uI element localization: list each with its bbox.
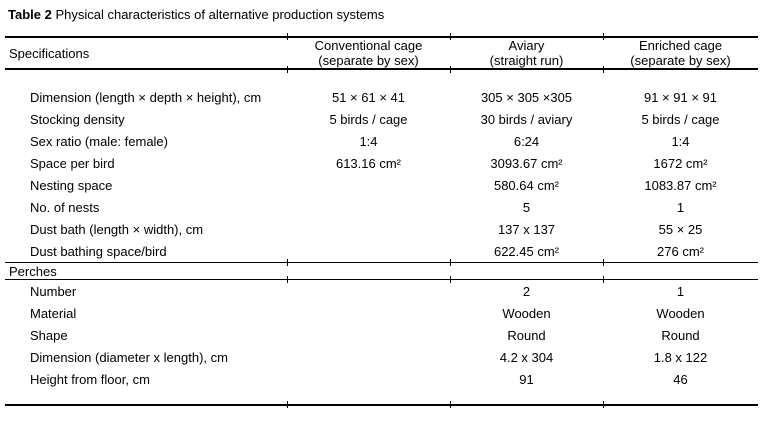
row-label: Dust bath (length × width), cm [30, 221, 204, 237]
row-label: No. of nests [30, 199, 100, 215]
header-conventional-cage: Conventional cage (separate by sex) [287, 38, 450, 68]
table-row: Dust bathing space/bird 622.45 cm² 276 c… [5, 240, 758, 262]
column-boundary-tick [603, 259, 604, 266]
column-boundary-tick [287, 259, 288, 266]
header-aviary: Aviary (straight run) [450, 38, 603, 68]
column-boundary-tick [450, 33, 451, 40]
row-label: Dimension (diameter x length), cm [30, 349, 228, 365]
column-boundary-tick [450, 66, 451, 73]
row-label: Dust bathing space/bird [30, 243, 167, 259]
cell-aviary: 91 [519, 371, 534, 387]
table-caption-text: Physical characteristics of alternative … [51, 7, 385, 22]
cell-aviary: 5 [522, 199, 531, 215]
header-line: Conventional cage [314, 38, 423, 53]
cell-aviary: 137 x 137 [497, 221, 556, 237]
cell-aviary: 580.64 cm² [493, 177, 560, 193]
table-row: Sex ratio (male: female) 1:4 6:24 1:4 [5, 130, 758, 152]
column-boundary-tick [603, 66, 604, 73]
cell-conventional: 5 birds / cage [329, 111, 408, 127]
column-boundary-tick [603, 33, 604, 40]
cell-aviary: 2 [522, 283, 531, 299]
header-enriched-cage: Enriched cage (separate by sex) [603, 38, 758, 68]
column-boundary-tick [287, 276, 288, 283]
section-label: Perches [9, 263, 57, 279]
row-label: Nesting space [30, 177, 113, 193]
cell-enriched: Round [661, 327, 700, 343]
cell-enriched: 46 [673, 371, 688, 387]
column-boundary-tick [287, 401, 288, 408]
cell-enriched: 91 × 91 × 91 [643, 89, 717, 105]
table-caption: Table 2 Physical characteristics of alte… [8, 7, 384, 22]
row-label: Stocking density [30, 111, 125, 127]
cell-aviary: 4.2 x 304 [499, 349, 554, 365]
cell-enriched: 55 × 25 [658, 221, 703, 237]
table-row: Space per bird 613.16 cm² 3093.67 cm² 16… [5, 152, 758, 174]
table-header-row: Specifications Conventional cage (separa… [5, 36, 758, 70]
cell-aviary: 30 birds / aviary [480, 111, 573, 127]
table-row: Height from floor, cm 91 46 [5, 368, 758, 390]
column-boundary-tick [287, 66, 288, 73]
table-row: Stocking density 5 birds / cage 30 birds… [5, 108, 758, 130]
header-line: (separate by sex) [630, 53, 731, 68]
cell-enriched: Wooden [656, 305, 705, 321]
table-row: Shape Round Round [5, 324, 758, 346]
table-caption-number: Table 2 [8, 7, 52, 22]
row-label: Number [30, 283, 77, 299]
section-row-perches: Perches [5, 262, 758, 280]
table-row: Nesting space 580.64 cm² 1083.87 cm² [5, 174, 758, 196]
cell-enriched: 1 [676, 283, 685, 299]
cell-enriched: 5 birds / cage [641, 111, 720, 127]
column-boundary-tick [450, 276, 451, 283]
cell-enriched: 1 [676, 199, 685, 215]
row-label: Material [30, 305, 77, 321]
header-line: (straight run) [489, 53, 564, 68]
table-row: Dust bath (length × width), cm 137 x 137… [5, 218, 758, 240]
header-specifications: Specifications [9, 45, 90, 61]
cell-aviary: 6:24 [513, 133, 540, 149]
header-line: (separate by sex) [318, 53, 419, 68]
row-label: Sex ratio (male: female) [30, 133, 168, 149]
cell-aviary: Wooden [502, 305, 551, 321]
cell-enriched: 1.8 x 122 [653, 349, 708, 365]
table-row: Dimension (diameter x length), cm 4.2 x … [5, 346, 758, 368]
header-line: Enriched cage [638, 38, 723, 53]
row-label: Dimension (length × depth × height), cm [30, 89, 262, 105]
row-label: Space per bird [30, 155, 115, 171]
data-table: Specifications Conventional cage (separa… [5, 36, 758, 406]
cell-enriched: 276 cm² [657, 243, 704, 259]
table-row: No. of nests 5 1 [5, 196, 758, 218]
column-boundary-tick [287, 33, 288, 40]
row-label: Height from floor, cm [30, 371, 150, 387]
cell-enriched: 1672 cm² [653, 155, 708, 171]
header-line: Aviary [508, 38, 545, 53]
cell-enriched: 1083.87 cm² [644, 177, 717, 193]
column-boundary-tick [450, 401, 451, 408]
cell-conventional: 613.16 cm² [335, 155, 402, 171]
cell-aviary: 622.45 cm² [493, 243, 560, 259]
column-boundary-tick [450, 259, 451, 266]
column-boundary-tick [603, 276, 604, 283]
table-row: Number 2 1 [5, 280, 758, 302]
cell-aviary: Round [507, 327, 546, 343]
cell-aviary: 305 × 305 ×305 [480, 89, 573, 105]
cell-conventional: 1:4 [359, 133, 378, 149]
cell-conventional: 51 × 61 × 41 [331, 89, 405, 105]
column-boundary-tick [603, 401, 604, 408]
table-row: Material Wooden Wooden [5, 302, 758, 324]
header-spacer [5, 70, 758, 86]
cell-enriched: 1:4 [671, 133, 690, 149]
table-row: Dimension (length × depth × height), cm … [5, 86, 758, 108]
table-bottom-rule [5, 390, 758, 406]
cell-aviary: 3093.67 cm² [490, 155, 563, 171]
row-label: Shape [30, 327, 68, 343]
